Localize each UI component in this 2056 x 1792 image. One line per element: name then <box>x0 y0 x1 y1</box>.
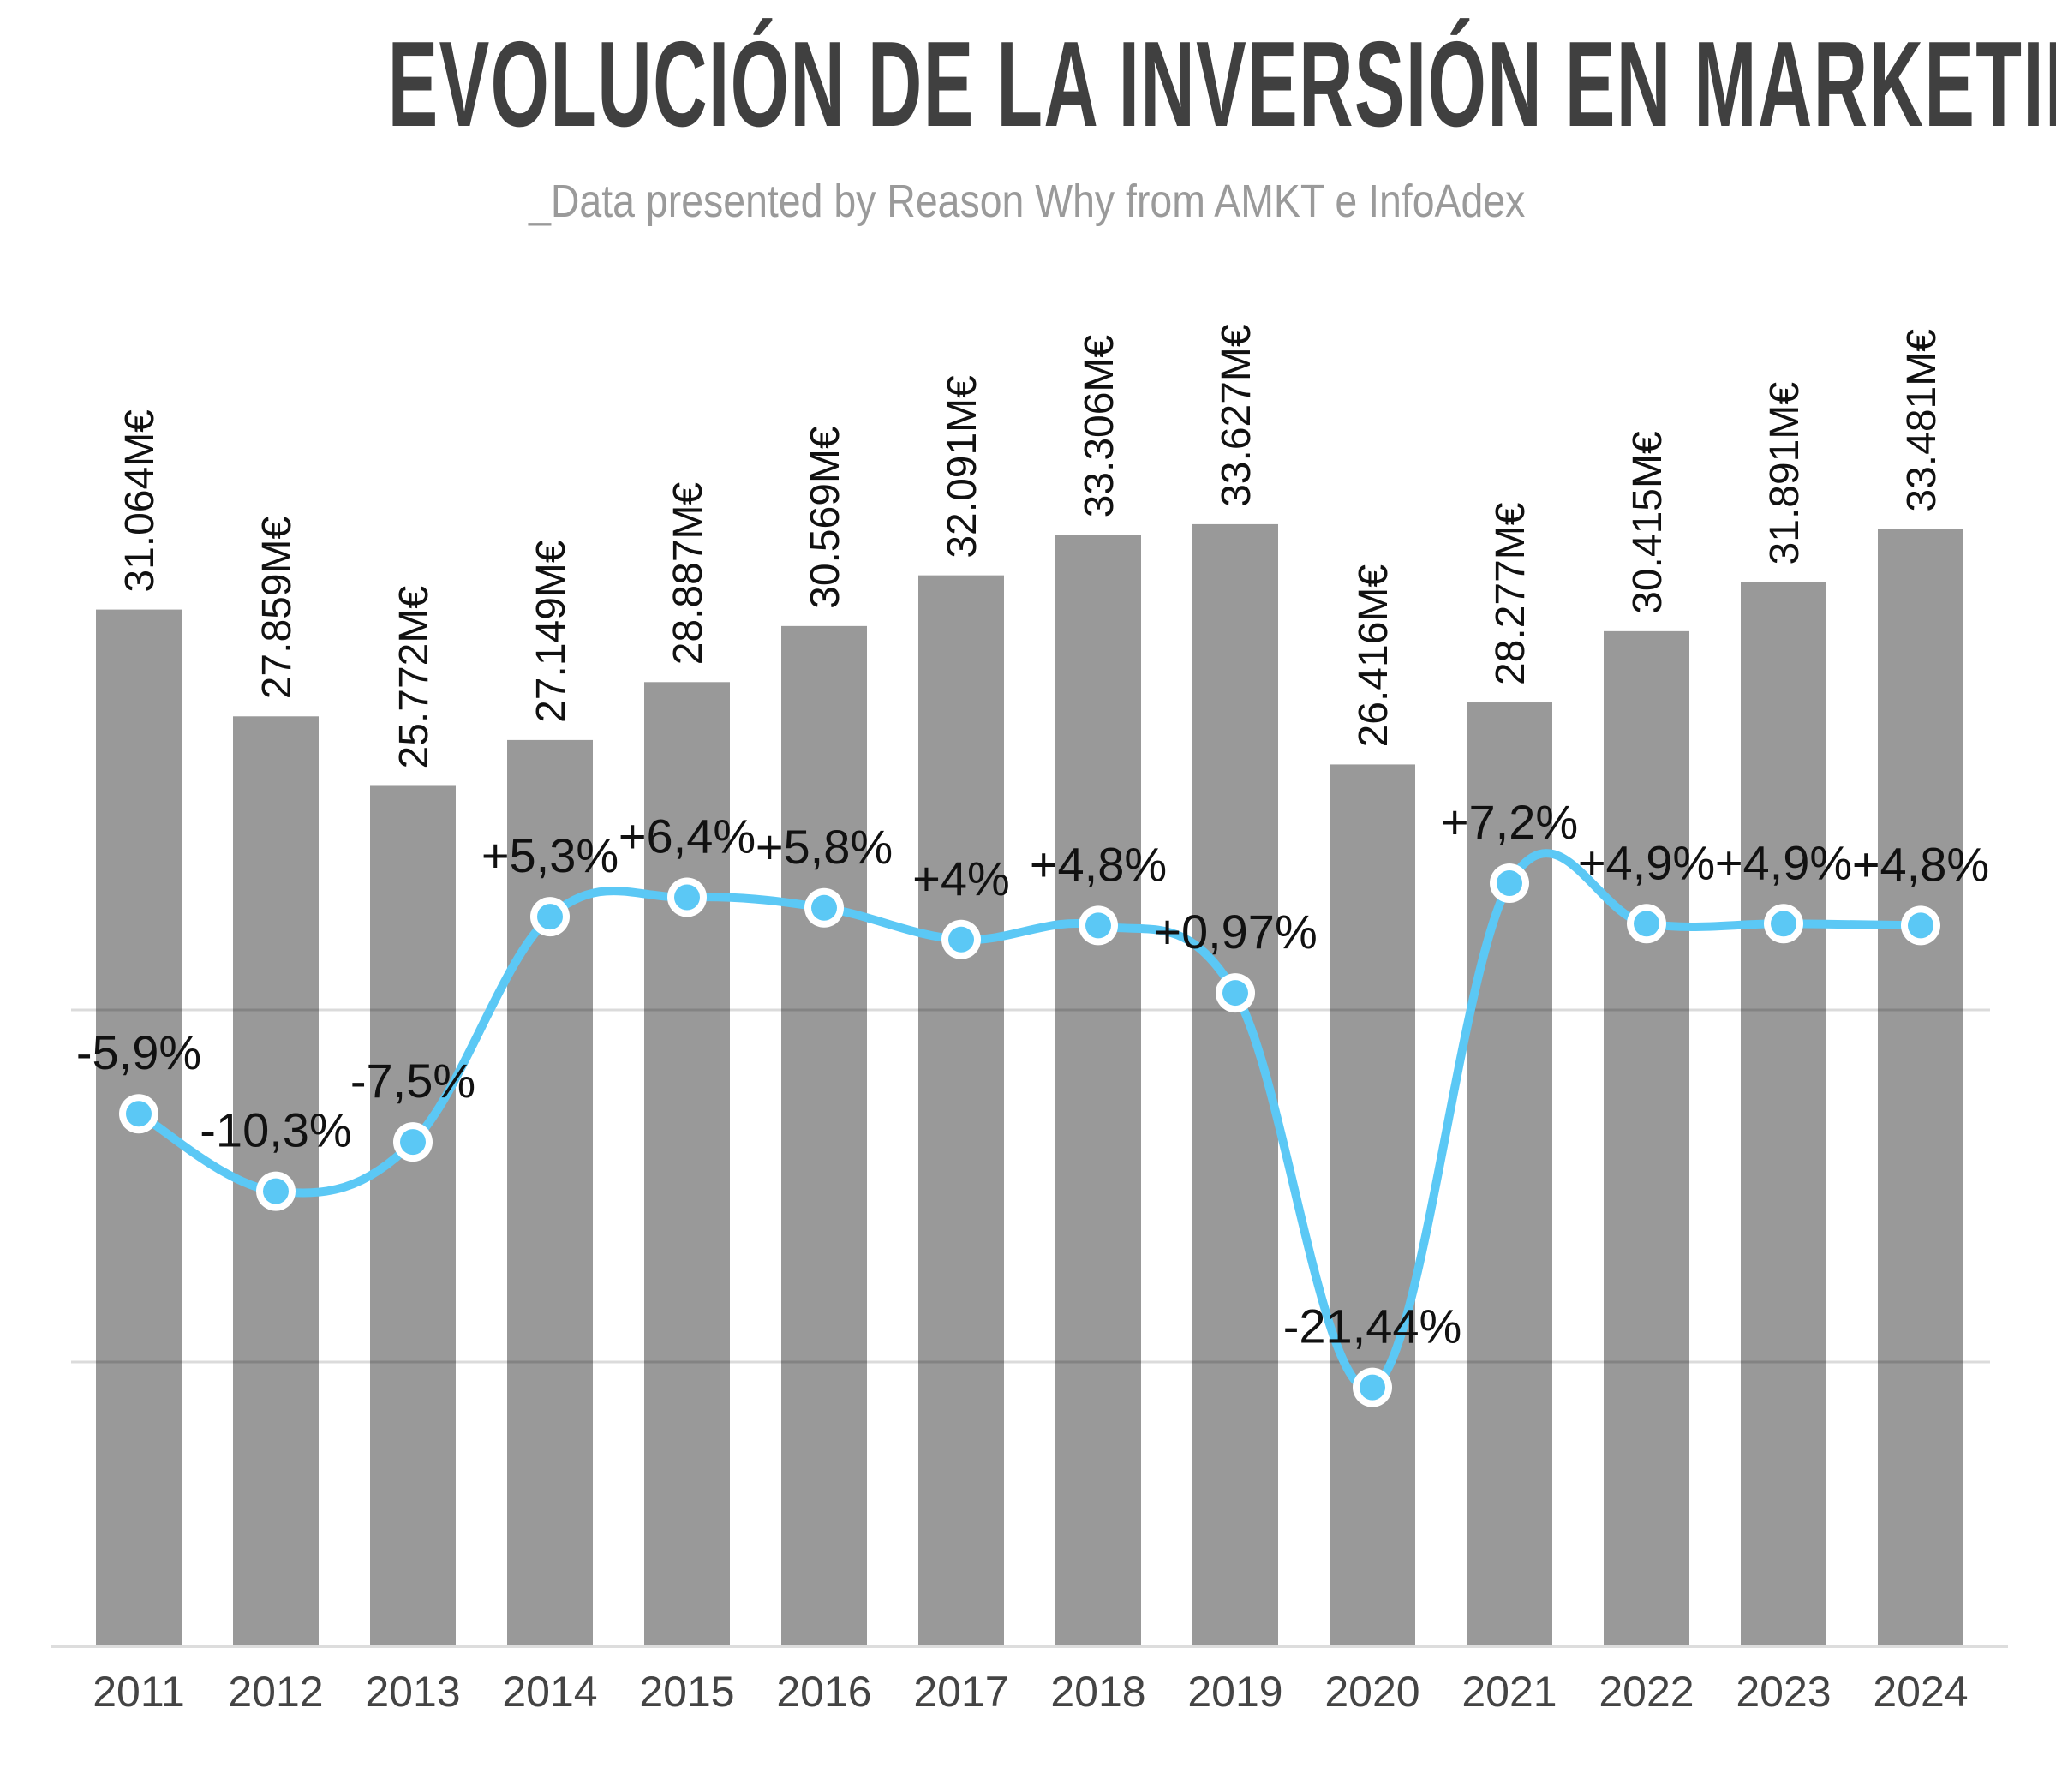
bar-value-label: 31.064M€ <box>117 409 163 593</box>
point-dot <box>674 884 700 911</box>
bar-value-label: 33.627M€ <box>1214 324 1259 507</box>
x-tick-label: 2024 <box>1873 1668 1968 1716</box>
bars-layer <box>96 523 1963 1646</box>
point-dot <box>1497 870 1522 897</box>
variation-point <box>1353 1367 1392 1407</box>
bar-2017 <box>918 575 1004 1645</box>
bar-value-label: 28.887M€ <box>666 481 711 665</box>
x-tick-label: 2019 <box>1187 1668 1282 1716</box>
x-tick-label: 2023 <box>1736 1668 1831 1716</box>
bar-2016 <box>781 625 867 1645</box>
variation-point <box>119 1094 158 1134</box>
point-dot <box>1085 912 1111 939</box>
variation-label: +6,4% <box>619 809 756 863</box>
variation-point <box>1764 904 1803 944</box>
x-tick-label: 2015 <box>639 1668 734 1716</box>
bar-2024 <box>1878 529 1963 1645</box>
variation-point <box>393 1122 433 1162</box>
bar-value-label: 25.772M€ <box>391 586 437 769</box>
x-tick-label: 2013 <box>365 1668 460 1716</box>
point-dot <box>263 1178 289 1204</box>
variation-label: +4,8% <box>1030 837 1167 891</box>
variation-point <box>1627 904 1666 944</box>
bar-value-label: 30.569M€ <box>803 426 848 609</box>
variation-label: +4% <box>912 851 1010 905</box>
bar-value-label: 31.891M€ <box>1762 382 1808 565</box>
variation-points <box>119 863 1940 1407</box>
variation-label: +4,9% <box>1715 835 1852 889</box>
bar-2023 <box>1741 582 1826 1645</box>
x-tick-label: 2016 <box>776 1668 871 1716</box>
variation-point <box>1901 905 1940 946</box>
variation-labels: -5,9%-10,3%-7,5%+5,3% +6,4% +5,8%+4% +4,8%+… <box>76 795 1989 1353</box>
point-dot <box>400 1129 426 1156</box>
variation-label: +0,97% <box>1153 905 1318 959</box>
variation-label: -7,5% <box>350 1054 475 1108</box>
variation-point <box>941 919 981 959</box>
variation-label: +4,9% <box>1578 835 1715 889</box>
gridlines-layer <box>71 1008 1990 1364</box>
variation-label: -21,44% <box>1283 1299 1462 1353</box>
variation-point <box>667 877 707 917</box>
variation-label: +7,2% <box>1441 795 1578 849</box>
bar-value-label: 30.415M€ <box>1625 431 1670 614</box>
point-dot <box>1771 911 1796 937</box>
x-tick-label: 2014 <box>502 1668 597 1716</box>
variation-point <box>1490 863 1529 904</box>
point-dot <box>537 904 563 930</box>
point-dot <box>126 1101 152 1127</box>
point-dot <box>811 894 837 921</box>
variation-label: -10,3% <box>200 1103 351 1157</box>
x-tick-label: 2012 <box>228 1668 323 1716</box>
bar-2022 <box>1604 630 1689 1646</box>
bar-value-label: 26.416M€ <box>1351 564 1396 748</box>
bar-value-labels: 31.064M€ 27.859M€ 25.772M€ 27.149M€ 28.887M€… <box>117 324 1945 768</box>
bar-2013 <box>370 785 456 1645</box>
bar-value-label: 33.481M€ <box>1899 329 1945 512</box>
bar-value-label: 33.306M€ <box>1077 335 1122 518</box>
bar-value-label: 27.149M€ <box>529 540 574 723</box>
variation-point <box>530 897 570 937</box>
bar-2019 <box>1192 523 1278 1646</box>
bar-2018 <box>1055 535 1141 1645</box>
x-tick-label: 2011 <box>93 1668 185 1716</box>
x-tick-label: 2017 <box>913 1668 1008 1716</box>
x-tick-label: 2020 <box>1324 1668 1419 1716</box>
bar-value-label: 32.091M€ <box>940 375 985 559</box>
point-dot <box>1634 911 1659 937</box>
point-dot <box>948 926 974 953</box>
x-tick-labels: 2011 2012 2013 2014 2015 2016 2017 2018 2019 2020… <box>93 1668 1968 1716</box>
variation-point <box>256 1171 296 1211</box>
variation-point <box>1216 973 1255 1013</box>
chart-subtitle: _Data presented by Reason Why from AMKT … <box>529 176 1526 227</box>
bar-value-label: 27.859M€ <box>254 516 300 699</box>
bar-2021 <box>1467 702 1552 1646</box>
bar-2015 <box>644 682 730 1646</box>
point-dot <box>1908 912 1933 939</box>
x-tick-label: 2021 <box>1461 1668 1557 1716</box>
x-tick-label: 2022 <box>1599 1668 1694 1716</box>
variation-label: +5,3% <box>481 828 619 882</box>
bar-2020 <box>1330 764 1415 1645</box>
variation-label: +4,8% <box>1852 837 1989 891</box>
point-dot <box>1222 980 1248 1007</box>
variation-label: +5,8% <box>756 820 893 874</box>
x-tick-label: 2018 <box>1050 1668 1145 1716</box>
bar-value-label: 28.277M€ <box>1488 502 1533 685</box>
point-dot <box>1360 1374 1385 1401</box>
variation-label: -5,9% <box>76 1025 201 1079</box>
variation-point <box>1079 905 1118 946</box>
bar-2014 <box>507 739 593 1646</box>
variation-point <box>804 887 844 928</box>
variation-line <box>134 849 1925 1393</box>
